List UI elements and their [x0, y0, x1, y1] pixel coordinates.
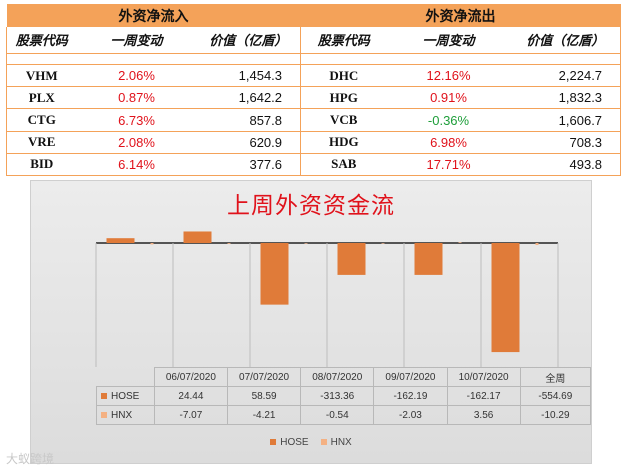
inflow-change: 6.73% — [76, 108, 197, 132]
series-name: HNX — [111, 409, 133, 421]
outflow-change: 12.16% — [386, 64, 511, 88]
data-label: -313.36 — [300, 386, 375, 406]
chart-plot — [95, 231, 559, 367]
legend-swatch — [270, 439, 277, 446]
data-label: -7.07 — [153, 405, 229, 425]
outflow-value: 2,224.7 — [510, 64, 622, 88]
x-tick-label: 09/07/2020 — [373, 367, 448, 387]
table-row: CTG 6.73% 857.8 VCB -0.36% 1,606.7 — [6, 108, 622, 132]
data-label: -10.29 — [519, 405, 592, 425]
inflow-change: 6.14% — [76, 153, 197, 177]
table-row: PLX 0.87% 1,642.2 HPG 0.91% 1,832.3 — [6, 86, 622, 110]
watermark: 大蚁跨境 — [6, 452, 55, 466]
foreign-flow-chart: 上周外资资金流 06/07/2020 07/07/2020 08/07/2020 09… — [30, 180, 592, 464]
data-label: -2.03 — [373, 405, 448, 425]
inflow-ticker: VRE — [6, 131, 77, 154]
legend-swatch — [320, 439, 327, 446]
table-row: BID 6.14% 377.6 SAB 17.71% 493.8 — [6, 153, 622, 177]
bar-hnx — [150, 243, 154, 245]
inflow-ticker: CTG — [6, 108, 77, 132]
chart-legend: HOSE HNX — [31, 437, 591, 448]
table-row: HNX -7.07 -4.21 -0.54 -2.03 3.56 -10.29 — [96, 405, 592, 425]
bar-hnx — [458, 242, 462, 243]
legend-item: HNX — [320, 437, 352, 448]
data-label: 3.56 — [446, 405, 521, 425]
table-corner — [96, 367, 155, 387]
outflow-value: 493.8 — [510, 153, 622, 177]
data-label: -554.69 — [519, 386, 592, 406]
foreign-flow-table: 外资净流入 外资净流出 股票代码 一周变动 价值（亿盾） 股票代码 一周变动 价值（亿盾）… — [6, 4, 622, 177]
x-tick-label: 全周 — [519, 367, 592, 387]
bar-hose — [260, 243, 289, 305]
bar-hose — [337, 243, 366, 275]
legend-label: HOSE — [280, 437, 309, 448]
column-header: 一周变动 — [386, 27, 511, 54]
data-label: -4.21 — [226, 405, 302, 425]
series-label: HOSE — [96, 386, 155, 406]
x-tick-label: 08/07/2020 — [300, 367, 375, 387]
data-label: -0.54 — [300, 405, 375, 425]
inflow-title: 外资净流入 — [6, 4, 301, 28]
inflow-change: 0.87% — [76, 86, 197, 110]
column-header: 价值（亿盾） — [510, 27, 622, 54]
series-label: HNX — [96, 405, 155, 425]
column-header: 股票代码 — [6, 27, 77, 54]
column-header: 股票代码 — [300, 27, 387, 54]
chart-title: 上周外资资金流 — [227, 193, 395, 219]
inflow-change: 2.08% — [76, 131, 197, 154]
data-label: -162.17 — [446, 386, 521, 406]
bar-hose — [491, 243, 520, 353]
outflow-title: 外资净流出 — [300, 4, 621, 28]
legend-swatch — [101, 392, 107, 399]
bar-hnx — [304, 243, 308, 244]
column-header: 价值（亿盾） — [196, 27, 301, 54]
legend-item: HOSE — [270, 437, 309, 448]
series-name: HOSE — [111, 390, 140, 402]
outflow-value: 1,832.3 — [510, 86, 622, 110]
inflow-change: 2.06% — [76, 64, 197, 88]
outflow-change: 17.71% — [386, 153, 511, 177]
data-label: 24.44 — [153, 386, 229, 406]
x-tick-label: 07/07/2020 — [226, 367, 302, 387]
outflow-ticker: HDG — [300, 131, 387, 154]
inflow-ticker: BID — [6, 153, 77, 177]
bar-hose — [414, 243, 443, 275]
bar-hose — [106, 238, 135, 243]
outflow-change: 6.98% — [386, 131, 511, 154]
x-tick-label: 10/07/2020 — [446, 367, 521, 387]
inflow-ticker: VHM — [6, 64, 77, 88]
outflow-value: 1,606.7 — [510, 108, 622, 132]
inflow-value: 377.6 — [196, 153, 301, 177]
table-row: VRE 2.08% 620.9 HDG 6.98% 708.3 — [6, 131, 622, 154]
bar-hose — [183, 231, 212, 243]
bar-hnx — [227, 243, 231, 244]
bar-hnx — [381, 243, 385, 244]
outflow-change: 0.91% — [386, 86, 511, 110]
inflow-value: 857.8 — [196, 108, 301, 132]
outflow-ticker: SAB — [300, 153, 387, 177]
outflow-change: -0.36% — [386, 108, 511, 132]
data-label: 58.59 — [226, 386, 302, 406]
outflow-ticker: VCB — [300, 108, 387, 132]
table-row: VHM 2.06% 1,454.3 DHC 12.16% 2,224.7 — [6, 64, 622, 88]
outflow-ticker: DHC — [300, 64, 387, 88]
inflow-value: 1,642.2 — [196, 86, 301, 110]
table-row: HOSE 24.44 58.59 -313.36 -162.19 -162.17 -554.… — [96, 386, 592, 406]
bar-hnx — [535, 243, 539, 246]
column-header: 一周变动 — [76, 27, 197, 54]
data-label: -162.19 — [373, 386, 448, 406]
legend-label: HNX — [330, 437, 352, 448]
inflow-value: 620.9 — [196, 131, 301, 154]
x-tick-label: 06/07/2020 — [153, 367, 229, 387]
inflow-ticker: PLX — [6, 86, 77, 110]
outflow-value: 708.3 — [510, 131, 622, 154]
legend-swatch — [101, 411, 107, 418]
outflow-ticker: HPG — [300, 86, 387, 110]
inflow-value: 1,454.3 — [196, 64, 301, 88]
chart-data-table: 06/07/2020 07/07/2020 08/07/2020 09/07/2020… — [96, 367, 592, 425]
